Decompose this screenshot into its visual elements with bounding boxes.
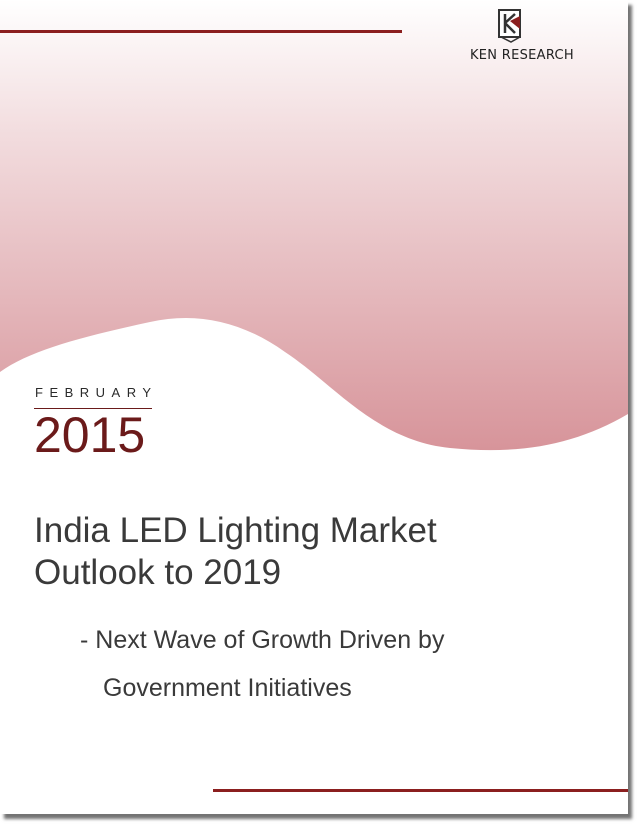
brand-name: KEN RESEARCH <box>469 48 575 63</box>
report-subtitle-line-2: Government Initiatives <box>103 674 352 702</box>
month-divider <box>34 408 152 409</box>
ken-research-k-logo-icon <box>498 9 521 43</box>
top-accent-rule <box>0 30 402 33</box>
report-title-line-1: India LED Lighting Market <box>34 511 437 550</box>
ken-research-logo: KEN RESEARCH <box>452 8 592 68</box>
report-title: India LED Lighting Market Outlook to 201… <box>34 510 437 594</box>
publication-month: FEBRUARY <box>35 385 158 400</box>
cover-wave-graphic <box>0 0 628 451</box>
report-title-line-2: Outlook to 2019 <box>34 553 282 592</box>
report-subtitle-line-1: - Next Wave of Growth Driven by <box>80 626 445 654</box>
report-cover-page: KEN RESEARCH FEBRUARY 2015 India LED Lig… <box>0 0 628 792</box>
report-subtitle: - Next Wave of Growth Driven by Governme… <box>80 616 444 712</box>
bottom-accent-rule <box>213 789 628 792</box>
publication-year: 2015 <box>34 407 146 463</box>
